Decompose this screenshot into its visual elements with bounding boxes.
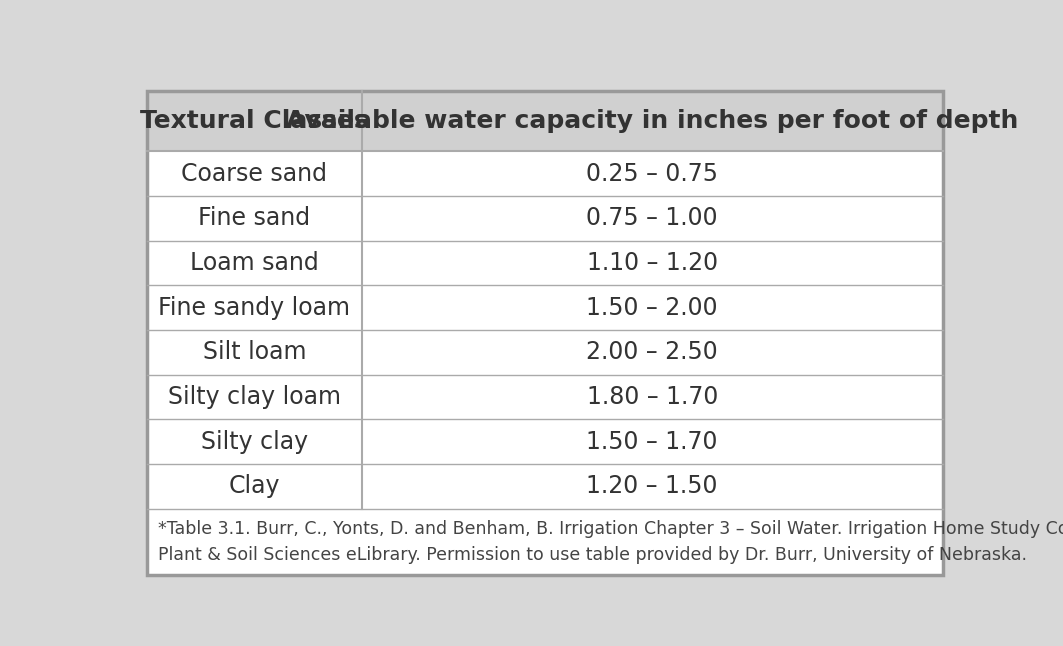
Text: 0.25 – 0.75: 0.25 – 0.75 (586, 162, 719, 186)
Bar (147, 151, 943, 196)
Bar (147, 286, 943, 330)
Text: Clay: Clay (229, 474, 280, 499)
Text: *Table 3.1. Burr, C., Yonts, D. and Benham, B. Irrigation Chapter 3 – Soil Water: *Table 3.1. Burr, C., Yonts, D. and Benh… (157, 519, 1063, 537)
Text: Silty clay loam: Silty clay loam (168, 385, 341, 409)
Text: 1.20 – 1.50: 1.20 – 1.50 (587, 474, 718, 499)
Text: 1.80 – 1.70: 1.80 – 1.70 (587, 385, 718, 409)
Text: Textural Classes: Textural Classes (140, 109, 369, 134)
Text: Available water capacity in inches per foot of depth: Available water capacity in inches per f… (286, 109, 1018, 134)
Bar (147, 508, 943, 575)
Text: Silt loam: Silt loam (203, 340, 306, 364)
Text: Loam sand: Loam sand (190, 251, 319, 275)
Text: Fine sand: Fine sand (198, 207, 310, 231)
Text: Plant & Soil Sciences eLibrary. Permission to use table provided by Dr. Burr, Un: Plant & Soil Sciences eLibrary. Permissi… (157, 546, 1027, 564)
Text: Fine sandy loam: Fine sandy loam (158, 296, 351, 320)
Bar (147, 196, 943, 241)
Bar (147, 241, 943, 286)
Text: 1.50 – 2.00: 1.50 – 2.00 (587, 296, 718, 320)
Text: 1.50 – 1.70: 1.50 – 1.70 (587, 430, 718, 453)
Bar (147, 419, 943, 464)
Bar (147, 330, 943, 375)
Text: 1.10 – 1.20: 1.10 – 1.20 (587, 251, 718, 275)
Text: Silty clay: Silty clay (201, 430, 308, 453)
Text: 0.75 – 1.00: 0.75 – 1.00 (587, 207, 718, 231)
Text: 2.00 – 2.50: 2.00 – 2.50 (587, 340, 719, 364)
Bar (147, 91, 943, 151)
Text: Coarse sand: Coarse sand (182, 162, 327, 186)
Bar (147, 375, 943, 419)
Bar (147, 464, 943, 508)
